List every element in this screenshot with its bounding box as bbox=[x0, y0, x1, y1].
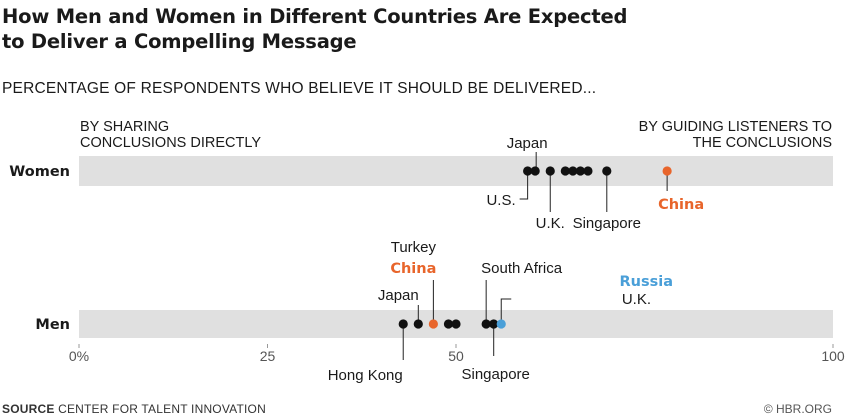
x-tick-label: 0% bbox=[69, 348, 89, 364]
label-men-china: China bbox=[390, 261, 436, 277]
label-men-japan: Japan bbox=[378, 287, 419, 304]
data-point-women bbox=[560, 166, 570, 176]
label-men-russia: Russia bbox=[619, 274, 673, 290]
data-point-women bbox=[583, 166, 593, 176]
label-women-us: U.S. bbox=[486, 192, 515, 209]
data-point-women bbox=[602, 166, 612, 176]
data-point-women bbox=[545, 166, 555, 176]
chart-title-line-1: How Men and Women in Different Countries… bbox=[2, 5, 628, 28]
label-women-china: China bbox=[658, 197, 704, 213]
label-women-singapore: Singapore bbox=[573, 215, 641, 232]
leader-men-russia-uk bbox=[500, 298, 512, 320]
data-point-men bbox=[428, 319, 438, 329]
data-point-women bbox=[662, 166, 672, 176]
x-tick-label: 50 bbox=[448, 348, 464, 364]
data-point-men bbox=[451, 319, 461, 329]
data-point-men bbox=[489, 319, 499, 329]
chart-title: How Men and Women in Different Countries… bbox=[2, 4, 822, 54]
data-point-men bbox=[398, 319, 408, 329]
left-annotation-line-1: BY SHARING bbox=[80, 119, 169, 135]
data-point-women bbox=[575, 166, 586, 176]
data-point-women bbox=[568, 166, 578, 176]
right-annotation-line-1: BY GUIDING LISTENERS TO bbox=[639, 119, 832, 135]
row-label-men: Men bbox=[35, 317, 70, 333]
data-point-women bbox=[523, 166, 533, 176]
data-point-women bbox=[530, 166, 540, 176]
data-point-men bbox=[413, 319, 423, 329]
data-point-men bbox=[496, 319, 506, 329]
label-women-uk: U.K. bbox=[536, 215, 565, 232]
copyright-credit: © HBR.ORG bbox=[763, 402, 832, 416]
label-men-turkey: Turkey bbox=[391, 239, 437, 256]
data-point-men bbox=[443, 319, 454, 329]
label-men-uk: U.K. bbox=[622, 291, 651, 308]
row-label-women: Women bbox=[9, 164, 70, 180]
label-men-hong-kong: Hong Kong bbox=[328, 367, 403, 384]
x-tick-label: 100 bbox=[821, 348, 845, 364]
label-men-south-africa: South Africa bbox=[481, 260, 563, 277]
row-band-women bbox=[79, 156, 833, 186]
label-men-singapore: Singapore bbox=[462, 366, 530, 383]
x-tick-label: 25 bbox=[260, 348, 276, 364]
chart-title-line-2: to Deliver a Compelling Message bbox=[2, 30, 357, 53]
right-annotation-line-2: THE CONCLUSIONS bbox=[693, 135, 832, 151]
left-annotation-line-2: CONCLUSIONS DIRECTLY bbox=[80, 135, 261, 151]
source-note: SOURCE CENTER FOR TALENT INNOVATION bbox=[2, 402, 266, 416]
leader-women-us bbox=[519, 175, 529, 200]
chart-subtitle: PERCENTAGE OF RESPONDENTS WHO BELIEVE IT… bbox=[2, 80, 597, 97]
label-women-japan: Japan bbox=[507, 135, 548, 152]
source-text: CENTER FOR TALENT INNOVATION bbox=[58, 402, 266, 416]
source-label: SOURCE bbox=[2, 402, 55, 416]
data-point-men bbox=[481, 319, 491, 329]
